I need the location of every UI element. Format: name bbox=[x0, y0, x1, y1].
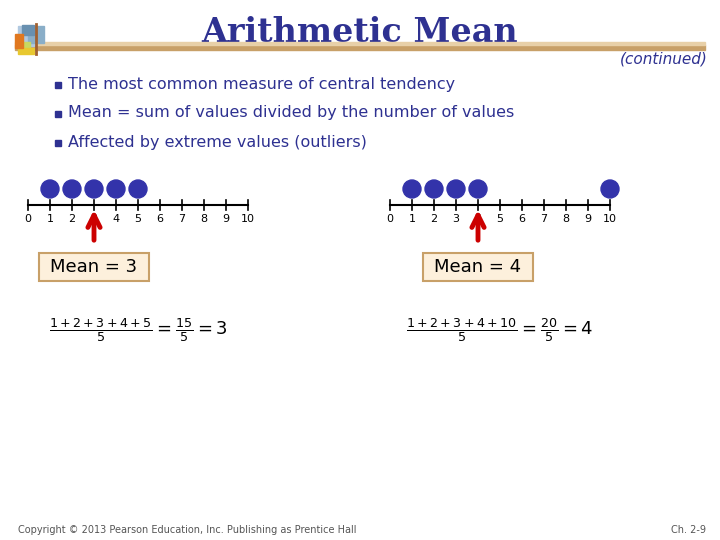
Text: 10: 10 bbox=[603, 214, 617, 224]
Text: 3: 3 bbox=[91, 214, 97, 224]
Bar bbox=[18, 48, 34, 54]
Circle shape bbox=[447, 180, 465, 198]
Circle shape bbox=[129, 180, 147, 198]
Text: Copyright © 2013 Pearson Education, Inc. Publishing as Prentice Hall: Copyright © 2013 Pearson Education, Inc.… bbox=[18, 525, 356, 535]
Text: Arithmetic Mean: Arithmetic Mean bbox=[202, 16, 518, 49]
Bar bbox=[15, 42, 705, 45]
Text: 3: 3 bbox=[452, 214, 459, 224]
Text: 0: 0 bbox=[24, 214, 32, 224]
Bar bbox=[55, 111, 61, 117]
Text: $\frac{1+2+3+4+10}{5}=\frac{20}{5}=4$: $\frac{1+2+3+4+10}{5}=\frac{20}{5}=4$ bbox=[406, 316, 593, 344]
Text: Mean = 4: Mean = 4 bbox=[434, 258, 521, 276]
Text: 8: 8 bbox=[562, 214, 570, 224]
Text: The most common measure of central tendency: The most common measure of central tende… bbox=[68, 77, 455, 91]
Text: 4: 4 bbox=[474, 214, 482, 224]
FancyBboxPatch shape bbox=[39, 253, 149, 281]
Text: 8: 8 bbox=[200, 214, 207, 224]
Circle shape bbox=[425, 180, 443, 198]
Text: Ch. 2-9: Ch. 2-9 bbox=[671, 525, 706, 535]
Text: Mean = 3: Mean = 3 bbox=[50, 258, 138, 276]
Bar bbox=[22, 25, 34, 35]
Text: 9: 9 bbox=[585, 214, 592, 224]
FancyBboxPatch shape bbox=[423, 253, 533, 281]
Bar bbox=[28, 26, 44, 43]
Text: 2: 2 bbox=[68, 214, 76, 224]
Circle shape bbox=[63, 180, 81, 198]
Text: 5: 5 bbox=[135, 214, 142, 224]
Text: Affected by extreme values (outliers): Affected by extreme values (outliers) bbox=[68, 134, 367, 150]
Bar bbox=[18, 42, 30, 48]
Text: 9: 9 bbox=[222, 214, 230, 224]
Bar bbox=[18, 26, 34, 46]
Circle shape bbox=[403, 180, 421, 198]
Text: Mean = sum of values divided by the number of values: Mean = sum of values divided by the numb… bbox=[68, 105, 514, 120]
Circle shape bbox=[41, 180, 59, 198]
Text: 6: 6 bbox=[518, 214, 526, 224]
Bar bbox=[55, 82, 61, 88]
Text: 0: 0 bbox=[387, 214, 394, 224]
Text: 1: 1 bbox=[408, 214, 415, 224]
Text: 1: 1 bbox=[47, 214, 53, 224]
Circle shape bbox=[107, 180, 125, 198]
Circle shape bbox=[469, 180, 487, 198]
Text: (continued): (continued) bbox=[620, 51, 708, 66]
Circle shape bbox=[601, 180, 619, 198]
Text: 6: 6 bbox=[156, 214, 163, 224]
Text: 10: 10 bbox=[241, 214, 255, 224]
Bar bbox=[55, 140, 61, 146]
Text: 5: 5 bbox=[497, 214, 503, 224]
Bar bbox=[15, 45, 705, 50]
Bar bbox=[15, 34, 23, 48]
Text: 2: 2 bbox=[431, 214, 438, 224]
Text: 7: 7 bbox=[541, 214, 548, 224]
Text: 7: 7 bbox=[179, 214, 186, 224]
Circle shape bbox=[85, 180, 103, 198]
Text: $\frac{1+2+3+4+5}{5}=\frac{15}{5}=3$: $\frac{1+2+3+4+5}{5}=\frac{15}{5}=3$ bbox=[49, 316, 228, 344]
Text: 4: 4 bbox=[112, 214, 120, 224]
